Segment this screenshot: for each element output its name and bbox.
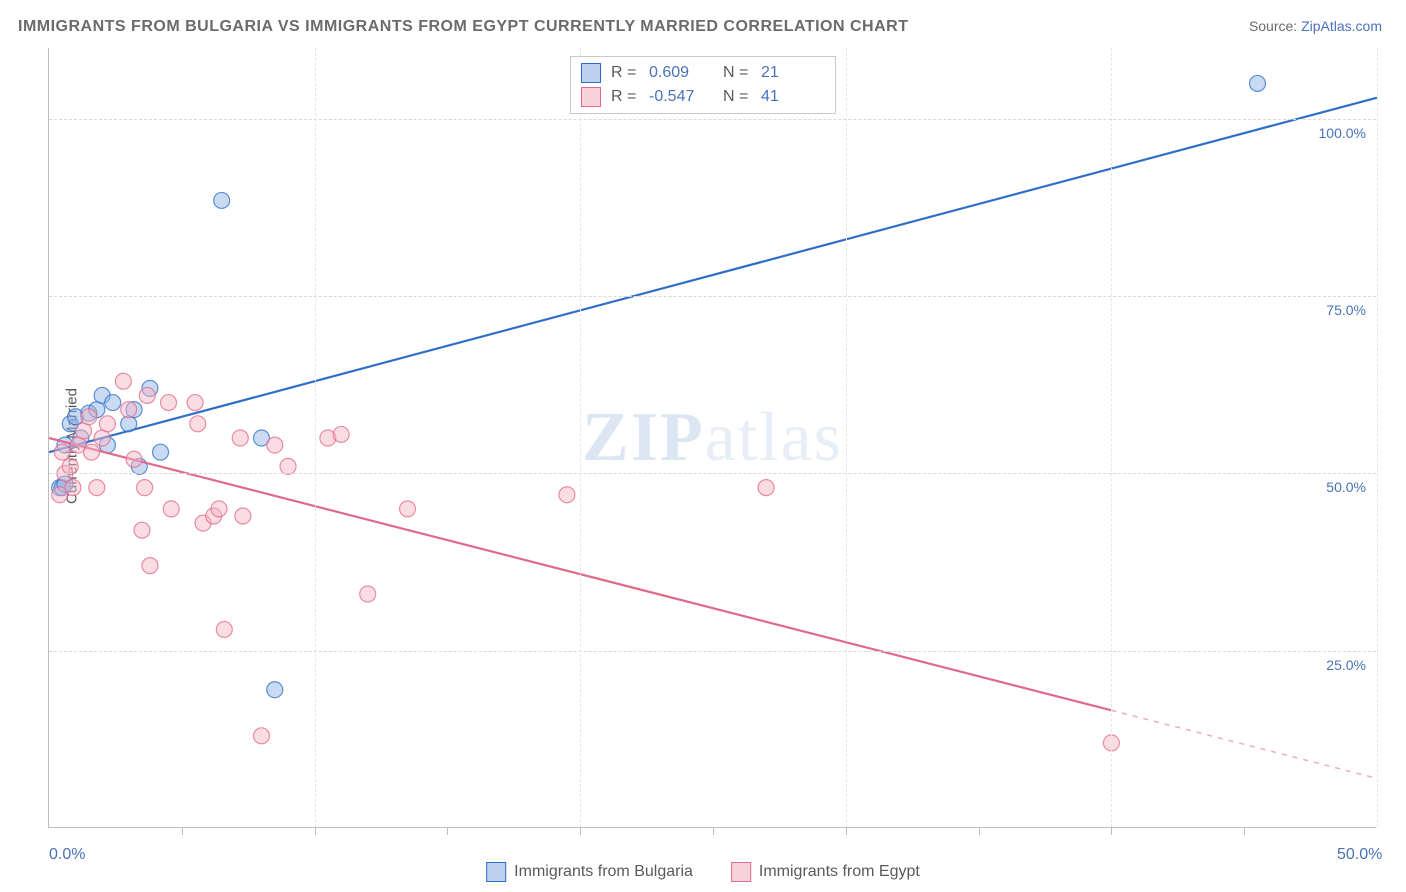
data-point-egypt <box>758 480 774 496</box>
gridline-v <box>315 48 316 827</box>
legend-swatch-bulgaria <box>486 862 506 882</box>
y-tick-label: 50.0% <box>1326 479 1366 495</box>
x-tick-label: 0.0% <box>49 846 85 864</box>
data-point-egypt <box>216 621 232 637</box>
x-tick <box>315 827 316 835</box>
legend-swatch-egypt <box>581 87 601 107</box>
data-point-bulgaria <box>267 682 283 698</box>
gridline-v <box>1377 48 1378 827</box>
legend-n-value: 21 <box>761 64 825 82</box>
legend-r-value: 0.609 <box>649 64 713 82</box>
y-tick-label: 25.0% <box>1326 657 1366 673</box>
data-point-egypt <box>400 501 416 517</box>
legend-correlation: R = 0.609 N = 21 R = -0.547 N = 41 <box>570 56 836 114</box>
data-point-egypt <box>81 409 97 425</box>
x-tick <box>447 827 448 835</box>
x-tick-label: 50.0% <box>1337 846 1382 864</box>
data-point-egypt <box>163 501 179 517</box>
data-point-egypt <box>83 444 99 460</box>
data-point-egypt <box>139 387 155 403</box>
data-point-egypt <box>62 458 78 474</box>
chart-plot-area: ZIPatlas 25.0%50.0%75.0%100.0%0.0%50.0% <box>48 48 1376 828</box>
legend-n-label: N = <box>723 64 751 82</box>
legend-r-label: R = <box>611 64 639 82</box>
legend-row-egypt: R = -0.547 N = 41 <box>581 85 825 109</box>
source-link[interactable]: ZipAtlas.com <box>1301 18 1382 34</box>
gridline-v <box>846 48 847 827</box>
gridline-h <box>49 119 1376 120</box>
data-point-egypt <box>137 480 153 496</box>
legend-n-label: N = <box>723 88 751 106</box>
data-point-egypt <box>121 402 137 418</box>
gridline-v <box>580 48 581 827</box>
source-prefix: Source: <box>1249 18 1301 34</box>
data-point-egypt <box>134 522 150 538</box>
legend-swatch-egypt <box>731 862 751 882</box>
legend-swatch-bulgaria <box>581 63 601 83</box>
data-point-egypt <box>235 508 251 524</box>
x-tick <box>713 827 714 835</box>
legend-series: Immigrants from Bulgaria Immigrants from … <box>486 862 920 882</box>
data-point-egypt <box>253 728 269 744</box>
x-tick <box>846 827 847 835</box>
data-point-egypt <box>280 458 296 474</box>
y-tick-label: 75.0% <box>1326 302 1366 318</box>
data-point-egypt <box>126 451 142 467</box>
data-point-egypt <box>65 480 81 496</box>
regression-line-bulgaria <box>49 98 1377 453</box>
data-point-egypt <box>232 430 248 446</box>
chart-title: IMMIGRANTS FROM BULGARIA VS IMMIGRANTS F… <box>18 18 908 36</box>
legend-item-egypt: Immigrants from Egypt <box>731 862 920 882</box>
data-point-egypt <box>54 444 70 460</box>
gridline-h <box>49 473 1376 474</box>
gridline-h <box>49 296 1376 297</box>
chart-svg <box>49 48 1376 827</box>
data-point-egypt <box>267 437 283 453</box>
data-point-egypt <box>559 487 575 503</box>
x-tick <box>1244 827 1245 835</box>
legend-label: Immigrants from Egypt <box>759 863 920 881</box>
source-attribution: Source: ZipAtlas.com <box>1249 18 1382 34</box>
gridline-v <box>1111 48 1112 827</box>
x-tick <box>580 827 581 835</box>
data-point-egypt <box>115 373 131 389</box>
data-point-bulgaria <box>1249 75 1265 91</box>
x-tick <box>182 827 183 835</box>
data-point-egypt <box>89 480 105 496</box>
regression-line-dashed-egypt <box>1111 710 1377 778</box>
data-point-egypt <box>211 501 227 517</box>
data-point-egypt <box>187 395 203 411</box>
legend-r-label: R = <box>611 88 639 106</box>
gridline-h <box>49 651 1376 652</box>
data-point-egypt <box>190 416 206 432</box>
data-point-egypt <box>360 586 376 602</box>
data-point-egypt <box>333 426 349 442</box>
data-point-bulgaria <box>214 192 230 208</box>
data-point-egypt <box>142 558 158 574</box>
data-point-bulgaria <box>153 444 169 460</box>
legend-label: Immigrants from Bulgaria <box>514 863 693 881</box>
x-tick <box>1111 827 1112 835</box>
data-point-egypt <box>161 395 177 411</box>
y-tick-label: 100.0% <box>1319 125 1366 141</box>
legend-n-value: 41 <box>761 88 825 106</box>
data-point-egypt <box>99 416 115 432</box>
data-point-bulgaria <box>105 395 121 411</box>
x-tick <box>979 827 980 835</box>
legend-item-bulgaria: Immigrants from Bulgaria <box>486 862 693 882</box>
legend-row-bulgaria: R = 0.609 N = 21 <box>581 61 825 85</box>
legend-r-value: -0.547 <box>649 88 713 106</box>
